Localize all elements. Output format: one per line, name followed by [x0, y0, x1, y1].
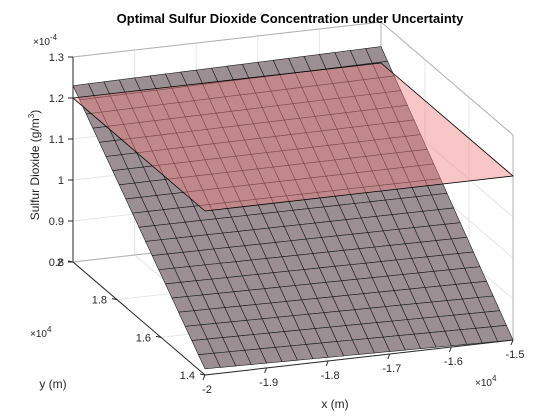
x-tick-mark — [448, 346, 452, 353]
x-axis-label: x (m) — [321, 397, 348, 411]
x-tick-label: -1.5 — [506, 349, 525, 361]
x-tick-mark — [387, 353, 391, 360]
y-tick-mark — [199, 373, 206, 376]
y-axis-line — [72, 261, 206, 376]
z-tick-label: 1.1 — [49, 134, 64, 146]
x-multiplier: ×104 — [475, 374, 497, 389]
z-tick-label: 0.8 — [49, 257, 64, 269]
x-axis-line — [204, 339, 514, 376]
surface-mesh[interactable] — [72, 46, 514, 370]
z-tick-label: 0.9 — [49, 216, 64, 228]
x-tick-mark — [202, 374, 206, 381]
y-tick-mark — [155, 335, 162, 338]
y-tick-label: 1.6 — [136, 332, 151, 344]
tick-labels: -2 -1.9 -1.8 -1.7 -1.6 -1.5 1.4 1.6 1.8 20.8 0.9 1 1… — [49, 52, 525, 396]
x-tick-label: -1.7 — [382, 363, 401, 375]
y-tick-label: 1.4 — [180, 370, 195, 382]
x-tick-label: -2 — [202, 384, 212, 396]
x-tick-label: -1.6 — [444, 356, 463, 368]
x-tick-label: -1.9 — [259, 377, 278, 389]
axes-box-front — [72, 57, 514, 376]
x-tick-label: -1.8 — [321, 370, 340, 382]
z-tick-label: 1 — [58, 175, 64, 187]
x-tick-mark — [264, 367, 268, 374]
chart-title: Optimal Sulfur Dioxide Concentration und… — [117, 11, 464, 26]
x-tick-mark — [325, 360, 329, 367]
y-multiplier: ×104 — [30, 325, 52, 340]
y-tick-label: 1.8 — [92, 295, 107, 307]
z-multiplier: ×10-4 — [33, 33, 58, 48]
z-tick-label: 1.3 — [49, 52, 64, 64]
surface-patch — [197, 352, 221, 370]
y-axis-label: y (m) — [39, 377, 66, 391]
z-axis-label: Sulfur Dioxide (g/m3) — [27, 110, 42, 221]
z-tick-label: 1.2 — [49, 93, 64, 105]
box-edge — [380, 21, 514, 136]
y-tick-mark — [111, 298, 118, 301]
x-tick-mark — [510, 339, 514, 346]
y-tick-label: 2 — [57, 257, 63, 269]
threshold-plane — [72, 62, 514, 212]
box-edge — [72, 21, 382, 58]
